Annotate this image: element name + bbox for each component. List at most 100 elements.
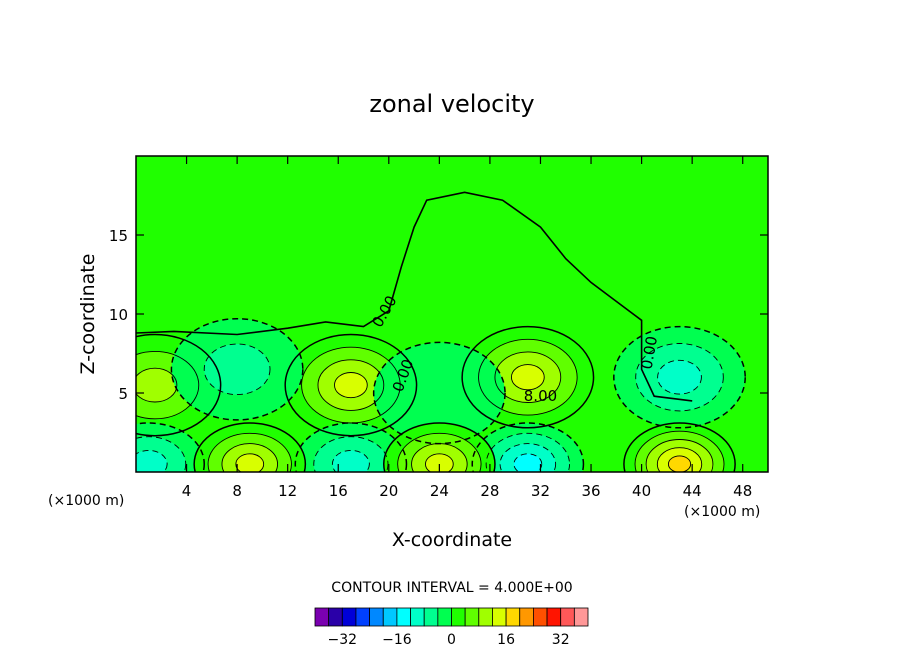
x-tick-label: 48: [733, 482, 752, 500]
x-tick-label: 32: [531, 482, 550, 500]
x-tick-label: 24: [430, 482, 449, 500]
x-tick-label: 36: [581, 482, 600, 500]
contour-line-10-2: [221, 443, 279, 472]
contour-fill-regions: [136, 192, 768, 472]
x-tick-label: 12: [278, 482, 297, 500]
colorbar-swatch: [396, 607, 411, 627]
x-tick-label: 44: [683, 482, 702, 500]
contour-line-1-1: [301, 346, 401, 424]
contour-line-11-2: [411, 443, 468, 472]
contour-line-5-2: [657, 359, 702, 395]
contour-line-12-3: [656, 447, 703, 472]
contour-line-9-2: [499, 443, 557, 472]
contour-lines: [136, 191, 746, 472]
contour-line-1-0: [284, 333, 418, 437]
contour-line-11-1: [397, 432, 482, 472]
contour-line-7-0: [136, 422, 205, 472]
colorbar-swatch: [478, 607, 493, 627]
colorbar-swatch: [410, 607, 425, 627]
contour-line-2-3: [510, 364, 545, 391]
colorbar-swatch: [492, 607, 507, 627]
colorbar-swatch: [437, 607, 452, 627]
positive-contour-10-3: [235, 453, 264, 472]
contour-line-0-1: [136, 350, 200, 420]
contour-line-9-0: [471, 422, 585, 472]
contour-line-12-2: [645, 439, 714, 472]
plot-area: [135, 155, 769, 473]
y-tick-label: 10: [109, 306, 128, 324]
contour-line-10-3: [235, 453, 265, 472]
x-tick-label: 20: [379, 482, 398, 500]
contour-line-2-2: [494, 351, 562, 403]
colorbar-tick-label: −32: [328, 632, 358, 648]
x-tick-label: 40: [632, 482, 651, 500]
contour-line-9-1: [485, 432, 570, 472]
contour-value-label: 8.00: [524, 387, 557, 405]
contour-line-2-1: [478, 338, 578, 416]
x-unit-right: (×1000 m): [684, 504, 760, 520]
x-axis-label: X-coordinate: [392, 529, 512, 551]
contour-line-11-0: [383, 422, 496, 472]
contour-line-1-3: [334, 372, 368, 399]
negative-contour-9-3: [513, 453, 542, 472]
colorbar-tick-labels: −32 −16 0 16 32: [328, 632, 570, 648]
negative-contour-5-2: [657, 360, 702, 395]
y-tick-label: 15: [109, 227, 128, 245]
colorbar-tick-label: 16: [497, 632, 515, 648]
colorbar-swatch: [519, 607, 534, 627]
colorbar-swatch: [573, 607, 589, 627]
colorbar-swatch: [464, 607, 480, 627]
positive-contour-0-2: [136, 368, 177, 402]
contour-line-11-3: [425, 453, 454, 472]
contour-line-7-2: [136, 449, 168, 472]
colorbar-swatch: [505, 607, 521, 627]
contour-line-10-1: [207, 432, 292, 472]
positive-contour-12-4: [668, 455, 691, 472]
x-unit-left: (×1000 m): [48, 493, 124, 509]
colorbar-tick-label: 0: [447, 632, 456, 648]
colorbar-swatch: [382, 607, 398, 627]
contour-line-12-4: [667, 455, 692, 472]
positive-contour-11-3: [425, 453, 454, 472]
contour-value-label: 0.00: [638, 335, 662, 371]
colorbar-swatch: [341, 607, 357, 627]
positive-contour-1-3: [334, 372, 368, 398]
negative-contour-8-2: [332, 450, 370, 472]
colorbar: [314, 607, 589, 627]
colorbar-swatch: [560, 607, 575, 627]
negative-contour-6-0: [373, 342, 506, 444]
zero-contour-line: [136, 191, 693, 402]
contour-line-2-0: [461, 325, 595, 429]
x-tick-label: 28: [480, 482, 499, 500]
contour-interval-text: CONTOUR INTERVAL = 4.000E+00: [331, 580, 572, 596]
contour-line-0-0: [136, 333, 222, 437]
chart-title: zonal velocity: [369, 90, 534, 118]
contour-line-9-3: [513, 453, 543, 472]
x-tick-label: 8: [232, 482, 242, 500]
colorbar-swatch: [546, 607, 562, 627]
contour-line-1-2: [317, 359, 385, 411]
y-axis-label: Z-coordinate: [77, 254, 99, 375]
contour-line-8-0: [294, 422, 408, 472]
colorbar-swatch: [369, 607, 384, 627]
contour-line-8-2: [331, 449, 370, 472]
contour-line-7-1: [136, 436, 187, 472]
x-axis-ticks: 4 8 12 16 20 24 28 32 36 40 44 48: [182, 156, 752, 500]
colorbar-swatch: [314, 607, 330, 627]
colorbar-swatch: [328, 607, 343, 627]
colorbar-swatch: [355, 607, 371, 627]
contour-line-8-1: [313, 436, 389, 472]
contour-line-12-0: [623, 422, 736, 472]
contour-line-5-0: [613, 325, 746, 429]
y-axis-ticks: 5 10 15: [109, 227, 768, 403]
contour-line-5-1: [635, 343, 724, 412]
y-tick-label: 5: [118, 385, 128, 403]
colorbar-swatch: [533, 607, 548, 627]
x-tick-label: 16: [329, 482, 348, 500]
colorbar-swatch: [451, 607, 466, 627]
contour-line-4-0: [170, 317, 304, 421]
colorbar-tick-label: 32: [552, 632, 570, 648]
contour-line-4-1: [203, 343, 271, 396]
negative-contour-7-2: [136, 450, 168, 472]
